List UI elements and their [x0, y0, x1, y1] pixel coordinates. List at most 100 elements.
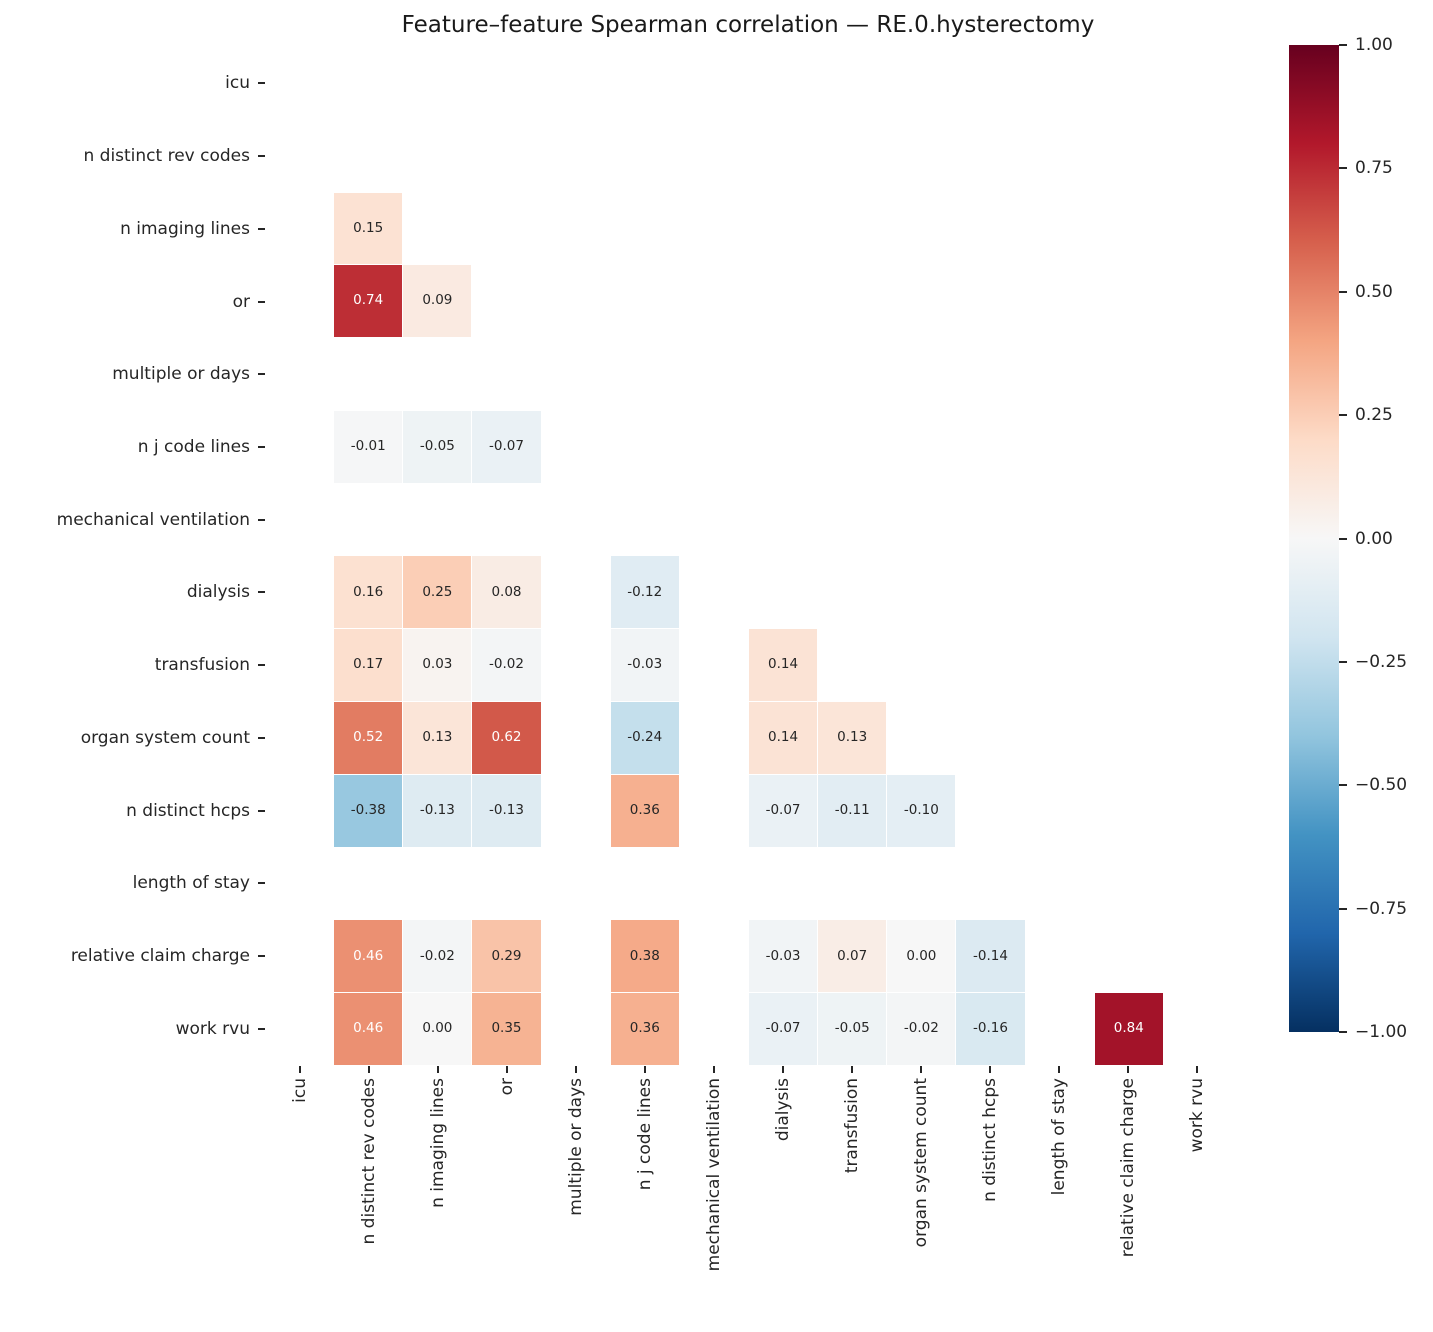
heatmap-cell-empty — [542, 993, 610, 1065]
heatmap-cell-empty — [680, 702, 748, 774]
heatmap-cell-empty — [749, 265, 817, 337]
x-tick-mark — [712, 1066, 715, 1073]
heatmap-cell-empty — [334, 338, 402, 410]
heatmap-cell-empty — [1095, 629, 1163, 701]
heatmap-cell: 0.09 — [403, 265, 472, 338]
y-tick-mark — [258, 664, 265, 667]
heatmap-cell: 0.03 — [403, 629, 472, 702]
y-tick-label: n distinct rev codes — [83, 146, 250, 167]
colorbar-tick-label: 0.75 — [1355, 158, 1393, 179]
colorbar-tick-mark — [1339, 44, 1347, 46]
x-tick-label: work rvu — [1187, 1078, 1208, 1153]
x-tick-label: n distinct rev codes — [358, 1078, 379, 1245]
colorbar-tick-mark — [1339, 660, 1347, 663]
heatmap-cell-empty — [680, 629, 748, 701]
heatmap-cell-empty — [472, 193, 540, 265]
heatmap-cell-empty — [1095, 411, 1163, 483]
heatmap-cell: -0.05 — [403, 410, 472, 483]
heatmap-cell: 0.25 — [403, 556, 472, 629]
heatmap-cell-empty — [1095, 775, 1163, 847]
heatmap-cell-empty — [1164, 120, 1232, 192]
y-tick-mark — [258, 736, 265, 739]
heatmap-cell-empty — [680, 556, 748, 628]
heatmap-cell-empty — [1026, 920, 1094, 992]
heatmap-cell: 0.00 — [403, 993, 472, 1065]
heatmap-cell-empty — [611, 265, 679, 337]
x-tick-label: n distinct hcps — [980, 1078, 1001, 1202]
heatmap-cell-empty — [956, 120, 1024, 192]
heatmap-cell-empty — [403, 338, 471, 410]
colorbar-tick-label: −0.75 — [1355, 898, 1408, 919]
heatmap-cell-empty — [611, 484, 679, 556]
heatmap-cell-empty — [1095, 120, 1163, 192]
heatmap-cell-empty — [887, 193, 955, 265]
heatmap-cell-empty — [680, 993, 748, 1065]
heatmap-cell-empty — [1026, 629, 1094, 701]
heatmap-cell-empty — [542, 338, 610, 410]
heatmap-cell: -0.03 — [610, 629, 679, 702]
heatmap-cell-empty — [1095, 338, 1163, 410]
heatmap-cell-empty — [818, 556, 886, 628]
y-tick-mark — [258, 227, 265, 230]
heatmap-cell-empty — [956, 556, 1024, 628]
heatmap-cell-empty — [749, 47, 817, 119]
heatmap-cell-empty — [403, 484, 471, 556]
heatmap-cell: 0.13 — [403, 702, 472, 774]
heatmap-cell-empty — [265, 120, 333, 192]
colorbar-tick-mark — [1339, 784, 1347, 787]
heatmap-cell-empty — [1026, 120, 1094, 192]
heatmap-cell: 0.17 — [334, 629, 403, 702]
heatmap-cell: 0.35 — [472, 993, 541, 1065]
heatmap-cell: 0.84 — [1094, 993, 1163, 1065]
x-tick-mark — [782, 1066, 785, 1073]
heatmap-cell: 0.15 — [334, 192, 403, 265]
heatmap-cell-empty — [818, 120, 886, 192]
heatmap-cell-empty — [749, 193, 817, 265]
heatmap-cell-empty — [334, 47, 402, 119]
y-tick-label: length of stay — [132, 873, 250, 894]
heatmap-cell-empty — [472, 265, 540, 337]
heatmap-cell: 0.36 — [610, 993, 679, 1065]
heatmap-cell-empty — [542, 47, 610, 119]
x-tick-label: multiple or days — [565, 1078, 586, 1216]
heatmap-cell: -0.10 — [887, 774, 956, 847]
heatmap-cell: -0.02 — [472, 629, 541, 702]
heatmap-cell: 0.14 — [749, 629, 818, 702]
x-tick-label: or — [496, 1078, 517, 1096]
heatmap-cell: -0.02 — [403, 920, 472, 993]
heatmap-cell-empty — [818, 629, 886, 701]
heatmap-cell-empty — [818, 265, 886, 337]
y-tick-label: icu — [225, 73, 250, 94]
heatmap-cell-empty — [956, 848, 1024, 920]
heatmap-cell-empty — [472, 120, 540, 192]
x-tick-mark — [920, 1066, 923, 1073]
heatmap-cell: 0.38 — [610, 920, 679, 993]
x-tick-label: icu — [289, 1078, 310, 1103]
colorbar-tick-label: 0.50 — [1355, 281, 1393, 302]
heatmap-cell-empty — [334, 848, 402, 920]
heatmap-cell-empty — [542, 556, 610, 628]
heatmap-cell: 0.08 — [472, 556, 541, 629]
x-tick-label: n imaging lines — [427, 1078, 448, 1208]
heatmap-cell-empty — [680, 338, 748, 410]
heatmap-cell-empty — [749, 338, 817, 410]
heatmap-cell-empty — [611, 411, 679, 483]
heatmap-cell-empty — [403, 120, 471, 192]
y-tick-mark — [258, 155, 265, 158]
heatmap-cell-empty — [265, 993, 333, 1065]
colorbar-tick-label: 1.00 — [1355, 35, 1393, 55]
heatmap-cell-empty — [680, 484, 748, 556]
heatmap-cell-empty — [749, 556, 817, 628]
x-tick-label: relative claim charge — [1118, 1078, 1139, 1258]
x-tick-mark — [851, 1066, 854, 1073]
heatmap-cell-empty — [749, 848, 817, 920]
heatmap-cell-empty — [542, 629, 610, 701]
heatmap-cell-empty — [611, 120, 679, 192]
heatmap-cell: 0.46 — [334, 920, 403, 993]
x-tick-mark — [1196, 1066, 1199, 1073]
x-tick-label: length of stay — [1049, 1078, 1070, 1196]
y-tick-label: dialysis — [186, 582, 250, 603]
heatmap-cell-empty — [749, 484, 817, 556]
heatmap-cell-empty — [680, 265, 748, 337]
y-tick-label: n imaging lines — [120, 218, 250, 239]
